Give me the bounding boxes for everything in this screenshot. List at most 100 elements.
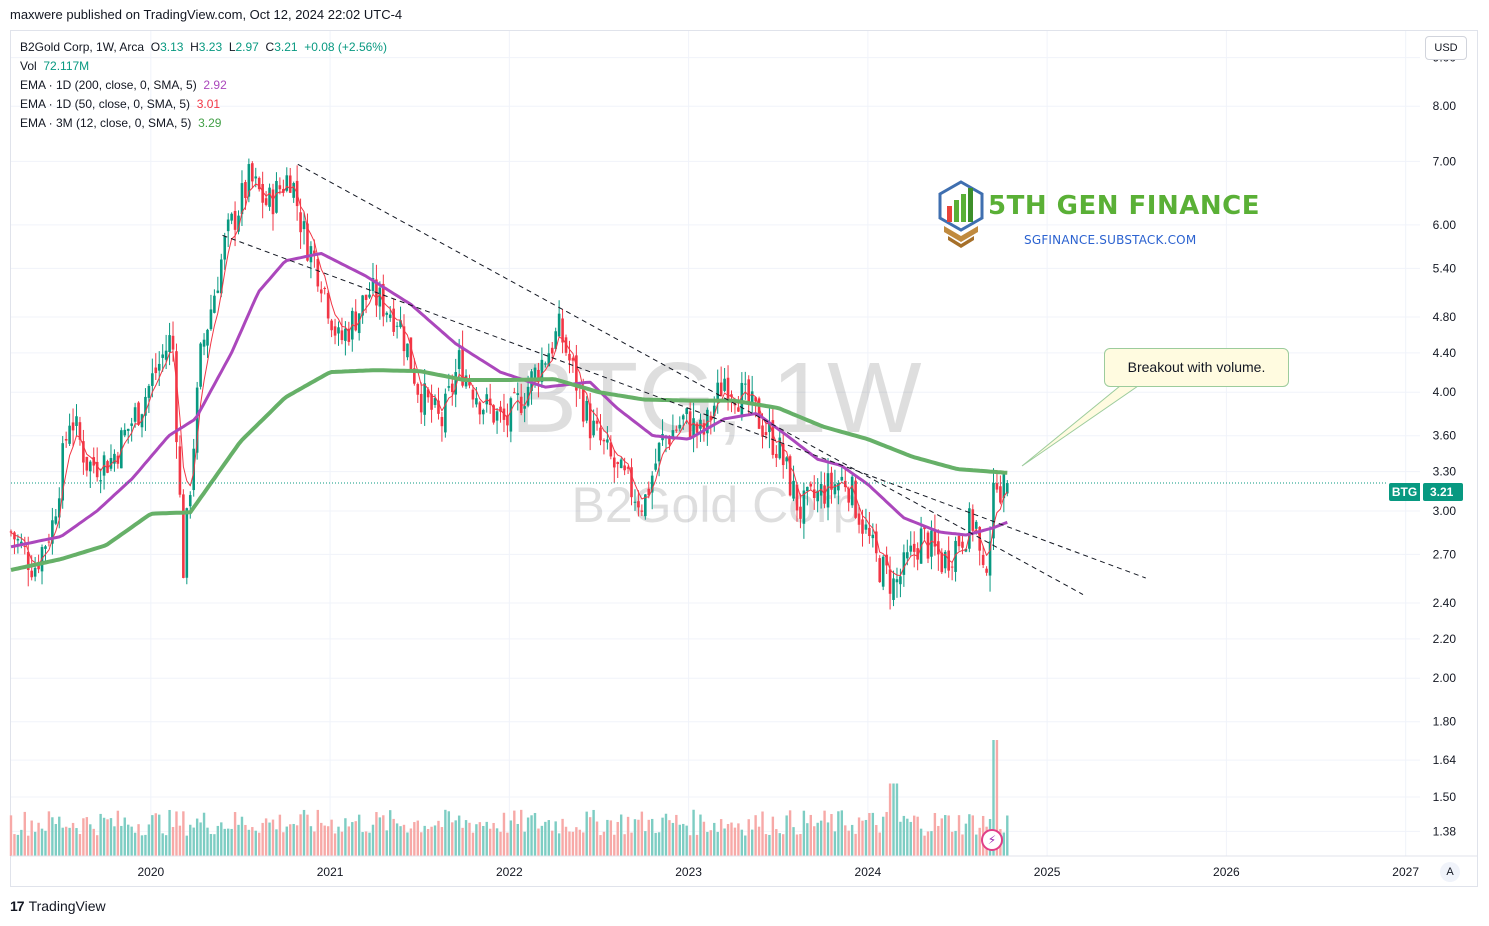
volume-bar <box>240 816 244 856</box>
y-axis-tick-label: 3.00 <box>1433 504 1457 518</box>
volume-bar <box>282 832 285 856</box>
brand-url: SGFINANCE.SUBSTACK.COM <box>1024 233 1197 247</box>
candle-body <box>640 510 644 512</box>
candle-body <box>850 476 854 506</box>
volume-bar <box>220 822 223 856</box>
annotation-callout[interactable]: Breakout with volume. <box>1104 348 1289 387</box>
symbol-ohlc-row[interactable]: B2Gold Corp, 1W, Arca O3.13 H3.23 L2.97 … <box>20 38 387 57</box>
volume-bar <box>968 814 971 856</box>
candle-body <box>99 480 102 482</box>
auto-scale-button[interactable]: A <box>1440 862 1460 882</box>
volume-bar <box>244 824 247 856</box>
volume-bar <box>754 815 757 856</box>
candle-body <box>426 389 430 398</box>
candle-body <box>340 330 344 341</box>
volume-bar <box>161 833 164 856</box>
volume-bar <box>202 812 206 856</box>
volume-legend-row[interactable]: Vol 72.117M <box>20 57 387 76</box>
volume-bar <box>192 827 195 856</box>
candle-body <box>271 189 275 215</box>
volume-bar <box>144 834 147 856</box>
volume-bar <box>109 818 113 856</box>
volume-label: Vol <box>20 59 37 73</box>
volume-bar <box>237 824 240 856</box>
candle-body <box>788 456 792 496</box>
ema-200-legend-row[interactable]: EMA · 1D (200, close, 0, SMA, 5) 2.92 <box>20 76 387 95</box>
price-tag-symbol: BTG <box>1389 483 1420 501</box>
volume-bar <box>940 818 943 856</box>
volume-bar <box>588 817 592 856</box>
volume-bar <box>340 831 344 856</box>
volume-bar <box>461 827 464 856</box>
candle-body <box>868 527 871 537</box>
volume-bar <box>399 826 402 856</box>
volume-bar <box>647 819 650 856</box>
volume-bar <box>916 816 919 856</box>
candle-body <box>137 402 140 425</box>
candle-body <box>657 442 661 462</box>
ema-12-label: EMA · 3M (12, close, 0, SMA, 5) <box>20 116 192 130</box>
volume-bar <box>168 809 171 856</box>
volume-bar <box>451 822 454 856</box>
candle-body <box>978 527 982 551</box>
candle-body <box>681 415 685 420</box>
volume-bar <box>151 815 154 856</box>
volume-bar <box>371 824 375 856</box>
candle-body <box>626 467 630 469</box>
candle-body <box>833 484 837 495</box>
volume-bar <box>530 815 533 856</box>
volume-bar <box>616 821 619 856</box>
currency-button[interactable]: USD <box>1425 36 1467 60</box>
candle-body <box>940 552 944 573</box>
volume-bar <box>557 833 561 856</box>
y-axis-tick-label: 4.40 <box>1433 346 1457 360</box>
candle-body <box>106 461 109 473</box>
candle-body <box>792 480 795 499</box>
candle-body <box>888 569 892 594</box>
candle-body <box>430 394 433 410</box>
candle-body <box>268 187 271 207</box>
candle-body <box>378 287 382 307</box>
candle-body <box>837 483 840 491</box>
candle-body <box>406 343 409 358</box>
candle-body <box>154 367 158 374</box>
ema-12-legend-row[interactable]: EMA · 3M (12, close, 0, SMA, 5) 3.29 <box>20 114 387 133</box>
volume-bar <box>382 815 385 856</box>
candle-body <box>413 368 416 384</box>
candle-body <box>419 393 423 413</box>
ema-50-legend-row[interactable]: EMA · 1D (50, close, 0, SMA, 5) 3.01 <box>20 95 387 114</box>
volume-bar <box>554 821 557 856</box>
volume-bar <box>495 828 499 856</box>
volume-bar <box>623 834 626 856</box>
y-axis-tick-label: 1.64 <box>1433 753 1457 767</box>
volume-bar <box>885 811 888 856</box>
volume-bar <box>923 835 926 856</box>
volume-bar <box>506 832 509 856</box>
volume-bar <box>9 815 13 856</box>
candle-body <box>292 183 295 198</box>
candle-body <box>761 425 764 437</box>
volume-bar <box>278 814 282 856</box>
candle-body <box>144 396 147 416</box>
volume-bar <box>661 817 664 856</box>
trendline[interactable] <box>222 234 1146 579</box>
volume-bar <box>688 835 692 856</box>
lightning-icon[interactable]: ⚡ <box>981 829 1003 851</box>
footer[interactable]: 17 TradingView <box>10 898 106 914</box>
volume-bar <box>440 827 444 856</box>
candle-body <box>795 484 799 511</box>
candle-body <box>285 175 289 191</box>
candle-body <box>864 524 868 530</box>
volume-bar <box>833 831 837 856</box>
volume-bar <box>657 832 661 856</box>
candle-body <box>947 550 950 571</box>
volume-bar <box>857 817 861 856</box>
candle-body <box>13 532 16 540</box>
candle-body <box>219 259 223 294</box>
volume-bar <box>71 822 75 856</box>
candle-body <box>51 520 54 544</box>
volume-bar <box>140 835 144 856</box>
volume-bar <box>368 832 371 856</box>
candle-body <box>88 461 92 472</box>
